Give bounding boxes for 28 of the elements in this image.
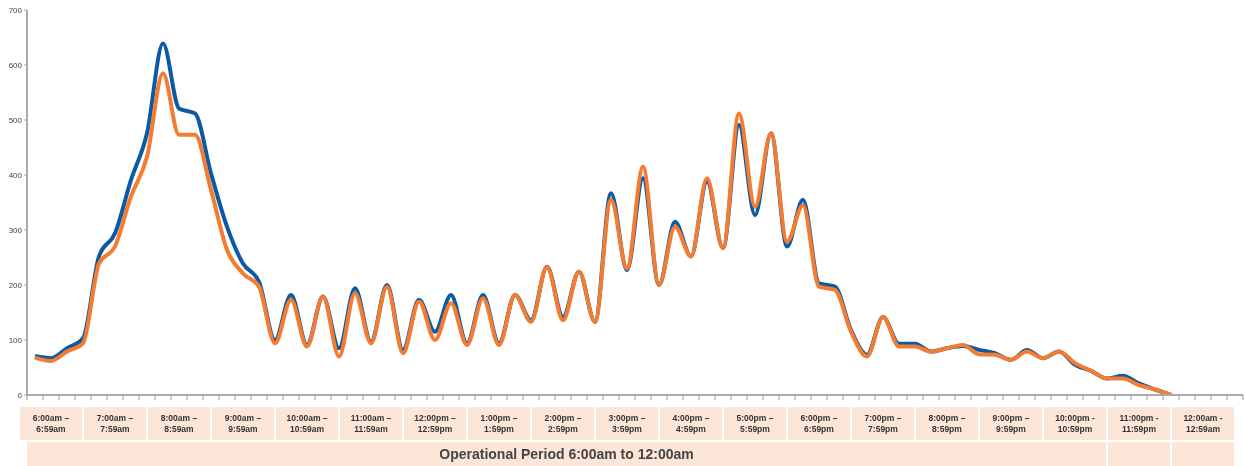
x-tick-label: 11:00pm - 11:59pm bbox=[1119, 413, 1159, 434]
x-tick-label: 10:00pm - 10:59pm bbox=[1055, 413, 1096, 434]
x-tick-label: 1:00pm – 1:59pm bbox=[480, 413, 518, 434]
y-tick-label: 300 bbox=[8, 225, 23, 235]
x-tick-label: 2:00pm – 2:59pm bbox=[544, 413, 582, 434]
x-tick-label: 8:00am – 8:59am bbox=[160, 413, 198, 434]
x-tick-label: 8:00pm – 8:59pm bbox=[928, 413, 966, 434]
x-tick-label: 10:00am – 10:59am bbox=[286, 413, 328, 434]
y-tick-label: 200 bbox=[8, 280, 23, 290]
y-tick-label: 100 bbox=[8, 335, 23, 345]
x-tick-label: 3:00pm – 3:59pm bbox=[608, 413, 646, 434]
y-tick-label: 700 bbox=[8, 5, 23, 15]
y-tick-label: 500 bbox=[8, 115, 23, 125]
x-tick-label: 6:00pm – 6:59pm bbox=[800, 413, 838, 434]
x-tick-label: 5:00pm – 5:59pm bbox=[736, 413, 774, 434]
x-tick-label: 12:00pm – 12:59pm bbox=[414, 413, 457, 434]
x-tick-label: 6:00am – 6:59am bbox=[32, 413, 70, 434]
y-tick-label: 0 bbox=[17, 390, 23, 400]
x-axis-title: Operational Period 6:00am to 12:00am bbox=[27, 442, 1106, 466]
x-tick-label: 9:00am – 9:59am bbox=[224, 413, 262, 434]
x-tick-label: 11:00am – 11:59am bbox=[350, 413, 392, 434]
x-tick-label: 4:00pm – 4:59pm bbox=[672, 413, 710, 434]
x-tick-label: 9:00pm – 9:59pm bbox=[992, 413, 1030, 434]
x-tick-label: 7:00pm – 7:59pm bbox=[864, 413, 902, 434]
x-tick-label: 12:00am - 12:59am bbox=[1183, 413, 1223, 434]
y-tick-label: 400 bbox=[8, 170, 23, 180]
x-tick-label: 7:00am – 7:59am bbox=[96, 413, 134, 434]
y-tick-label: 600 bbox=[8, 60, 23, 70]
